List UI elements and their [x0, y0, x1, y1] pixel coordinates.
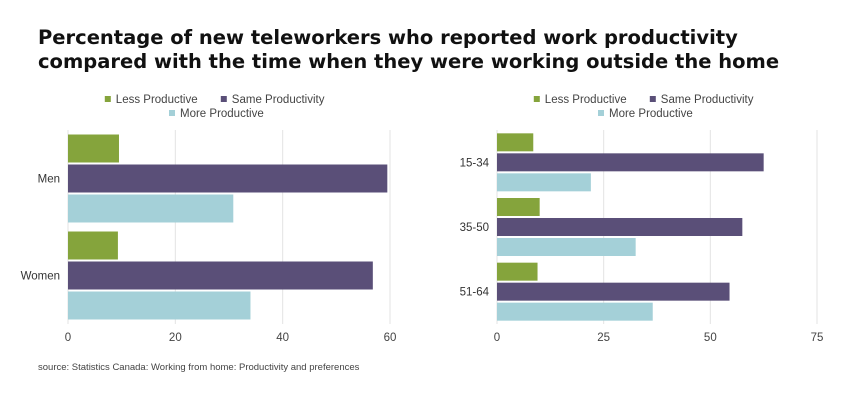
chart1-legend-swatch-less-productive	[104, 96, 111, 102]
chart1-category-label: Women	[21, 271, 60, 283]
chart1-legend-swatch-same-productivity	[220, 96, 227, 102]
chart1-bar-men-more-productive	[68, 194, 234, 223]
chart1-tick-label: 0	[65, 332, 71, 344]
chart2-bar-35-50-less-productive	[497, 198, 540, 216]
chart2-legend-label-more-productive: More Productive	[609, 108, 693, 120]
chart1-legend-label-less-productive: Less Productive	[116, 94, 198, 106]
chart1-tick-label: 20	[169, 332, 182, 344]
chart2-legend-label-same-productivity: Same Productivity	[661, 94, 754, 106]
chart1-bar-men-same-productivity	[68, 164, 388, 193]
chart2-tick-label: 0	[494, 332, 500, 344]
chart2-category-label: 15-34	[460, 157, 490, 169]
chart1-bar-women-less-productive	[68, 231, 118, 260]
chart1-bar-women-more-productive	[68, 291, 251, 320]
chart2-bar-15-34-less-productive	[497, 133, 534, 152]
chart2-bar-51-64-more-productive	[497, 302, 653, 321]
chart2-bar-51-64-less-productive	[497, 262, 538, 281]
chart1-legend-label-more-productive: More Productive	[180, 108, 264, 120]
chart2-bar-35-50-same-productivity	[497, 218, 743, 236]
chart1-tick-label: 40	[276, 332, 289, 344]
chart1-bar-women-same-productivity	[68, 261, 373, 290]
chart2-tick-label: 75	[811, 332, 824, 344]
chart2-legend-swatch-more-productive	[598, 110, 604, 116]
chart1-bar-men-less-productive	[68, 134, 119, 163]
chart2-legend-swatch-less-productive	[533, 96, 540, 102]
chart2-bar-51-64-same-productivity	[497, 282, 730, 301]
chart2-bar-15-34-more-productive	[497, 173, 591, 192]
chart2-tick-label: 50	[704, 332, 717, 344]
chart1-category-label: Men	[38, 174, 60, 186]
chart2-category-label: 35-50	[460, 222, 489, 234]
chart2-legend-label-less-productive: Less Productive	[545, 94, 627, 106]
chart1-tick-label: 60	[384, 332, 397, 344]
chart1-legend-label-same-productivity: Same Productivity	[232, 94, 325, 106]
chart2-tick-label: 25	[597, 332, 610, 344]
chart1-legend-swatch-more-productive	[169, 110, 175, 116]
chart-title: Percentage of new teleworkers who report…	[38, 26, 780, 73]
source-note: source: Statistics Canada: Working from …	[38, 362, 360, 373]
chart2-bar-35-50-more-productive	[497, 238, 636, 256]
chart2-legend-swatch-same-productivity	[649, 96, 656, 102]
chart2-category-label: 51-64	[460, 287, 490, 299]
chart2-bar-15-34-same-productivity	[497, 153, 764, 172]
